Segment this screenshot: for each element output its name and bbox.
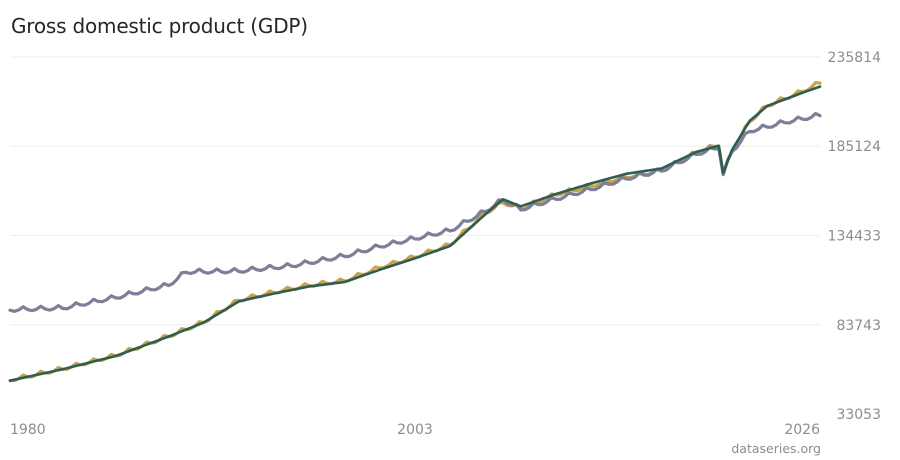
x-tick-labels: 1980 2003 2026 xyxy=(10,422,820,438)
x-tick-label: 2003 xyxy=(397,422,433,438)
y-tick-label: 235814 xyxy=(828,50,882,66)
y-tick-label: 33053 xyxy=(836,407,881,423)
x-tick-label: 2026 xyxy=(784,422,820,438)
x-tick-label: 1980 xyxy=(10,422,46,438)
series-line xyxy=(8,81,822,383)
source-credit: dataseries.org xyxy=(731,441,821,456)
chart-title: Gross domestic product (GDP) xyxy=(11,14,308,38)
grid-lines xyxy=(10,56,820,326)
series-line xyxy=(8,85,822,382)
y-tick-label: 185124 xyxy=(828,139,882,155)
y-tick-label: 134433 xyxy=(828,229,881,245)
y-tick-labels: 235814 185124 134433 83743 33053 xyxy=(828,50,882,423)
y-tick-label: 83743 xyxy=(836,318,881,334)
series-group xyxy=(8,81,822,383)
series-line xyxy=(8,111,822,313)
